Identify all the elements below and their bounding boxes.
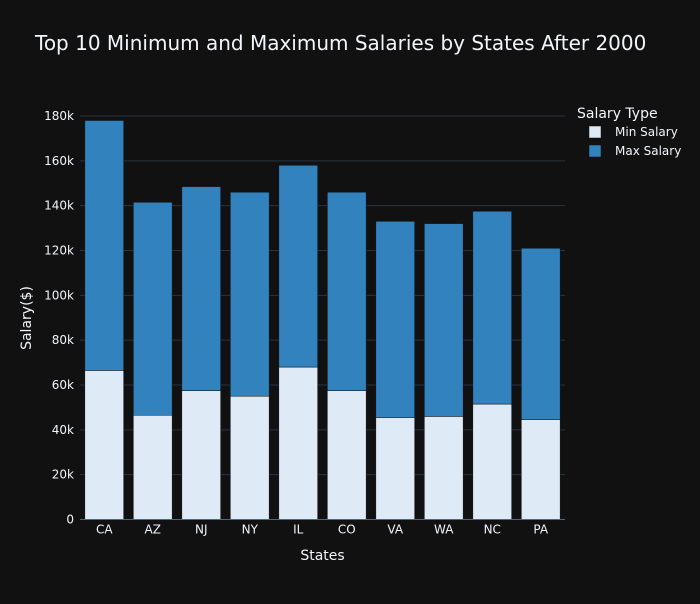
x-tick-label: PA	[533, 523, 548, 537]
bar-min-salary-ny[interactable]	[230, 395, 270, 520]
y-tick-label: 0	[66, 513, 74, 527]
y-tick-label: 100k	[44, 288, 74, 302]
bar-min-salary-az[interactable]	[133, 415, 173, 520]
x-tick-label: VA	[387, 523, 403, 537]
y-tick-label: 120k	[44, 244, 74, 258]
y-tick-label: 180k	[44, 109, 74, 123]
x-tick-label: IL	[293, 523, 304, 537]
bar-min-salary-il[interactable]	[278, 366, 318, 520]
x-axis-ticks: CA AZ NJ NY IL CO VA WA NC PA	[96, 523, 549, 537]
bar-max-salary-az[interactable]	[133, 202, 173, 416]
x-tick-label: CA	[96, 523, 113, 537]
bar-max-salary-va[interactable]	[375, 221, 415, 418]
legend-label-min-salary[interactable]: Min Salary	[615, 125, 678, 139]
y-axis-label: Salary($)	[19, 286, 35, 350]
bars[interactable]	[84, 120, 561, 520]
chart-title: Top 10 Minimum and Maximum Salaries by S…	[34, 31, 646, 55]
y-axis-ticks: 0 20k 40k 60k 80k 100k 120k 140k 160k 180k	[44, 109, 74, 527]
bar-max-salary-nc[interactable]	[472, 211, 512, 405]
legend-title: Salary Type	[577, 106, 658, 122]
y-tick-label: 40k	[52, 423, 74, 437]
legend-swatch-min-salary[interactable]	[588, 125, 602, 139]
y-tick-label: 140k	[44, 199, 74, 213]
bar-max-salary-ca[interactable]	[84, 120, 124, 371]
legend-swatch-max-salary[interactable]	[588, 144, 602, 158]
bar-max-salary-co[interactable]	[327, 191, 367, 391]
legend-label-max-salary[interactable]: Max Salary	[615, 144, 681, 158]
bar-max-salary-wa[interactable]	[424, 223, 464, 417]
y-tick-label: 160k	[44, 154, 74, 168]
x-tick-label: NC	[484, 523, 501, 537]
legend-items[interactable]: Min Salary Max Salary	[588, 125, 681, 158]
bar-max-salary-pa[interactable]	[521, 248, 561, 420]
bar-min-salary-va[interactable]	[375, 417, 415, 520]
bar-min-salary-pa[interactable]	[521, 419, 561, 520]
bar-min-salary-wa[interactable]	[424, 416, 464, 520]
y-tick-label: 80k	[52, 333, 74, 347]
bar-max-salary-ny[interactable]	[230, 191, 270, 397]
x-tick-label: WA	[434, 523, 454, 537]
legend: Salary Type Min Salary Max Salary	[577, 106, 681, 158]
x-axis-label: States	[300, 548, 344, 564]
x-tick-label: AZ	[145, 523, 161, 537]
x-tick-label: CO	[338, 523, 356, 537]
y-tick-label: 60k	[52, 378, 74, 392]
bar-min-salary-ca[interactable]	[84, 370, 124, 520]
bar-min-salary-co[interactable]	[327, 390, 367, 520]
bar-min-salary-nj[interactable]	[181, 390, 221, 520]
x-tick-label: NY	[242, 523, 259, 537]
bar-max-salary-nj[interactable]	[181, 186, 221, 391]
bar-max-salary-il[interactable]	[278, 165, 318, 368]
bar-min-salary-nc[interactable]	[472, 403, 512, 520]
x-tick-label: NJ	[195, 523, 208, 537]
y-tick-label: 20k	[52, 468, 74, 482]
